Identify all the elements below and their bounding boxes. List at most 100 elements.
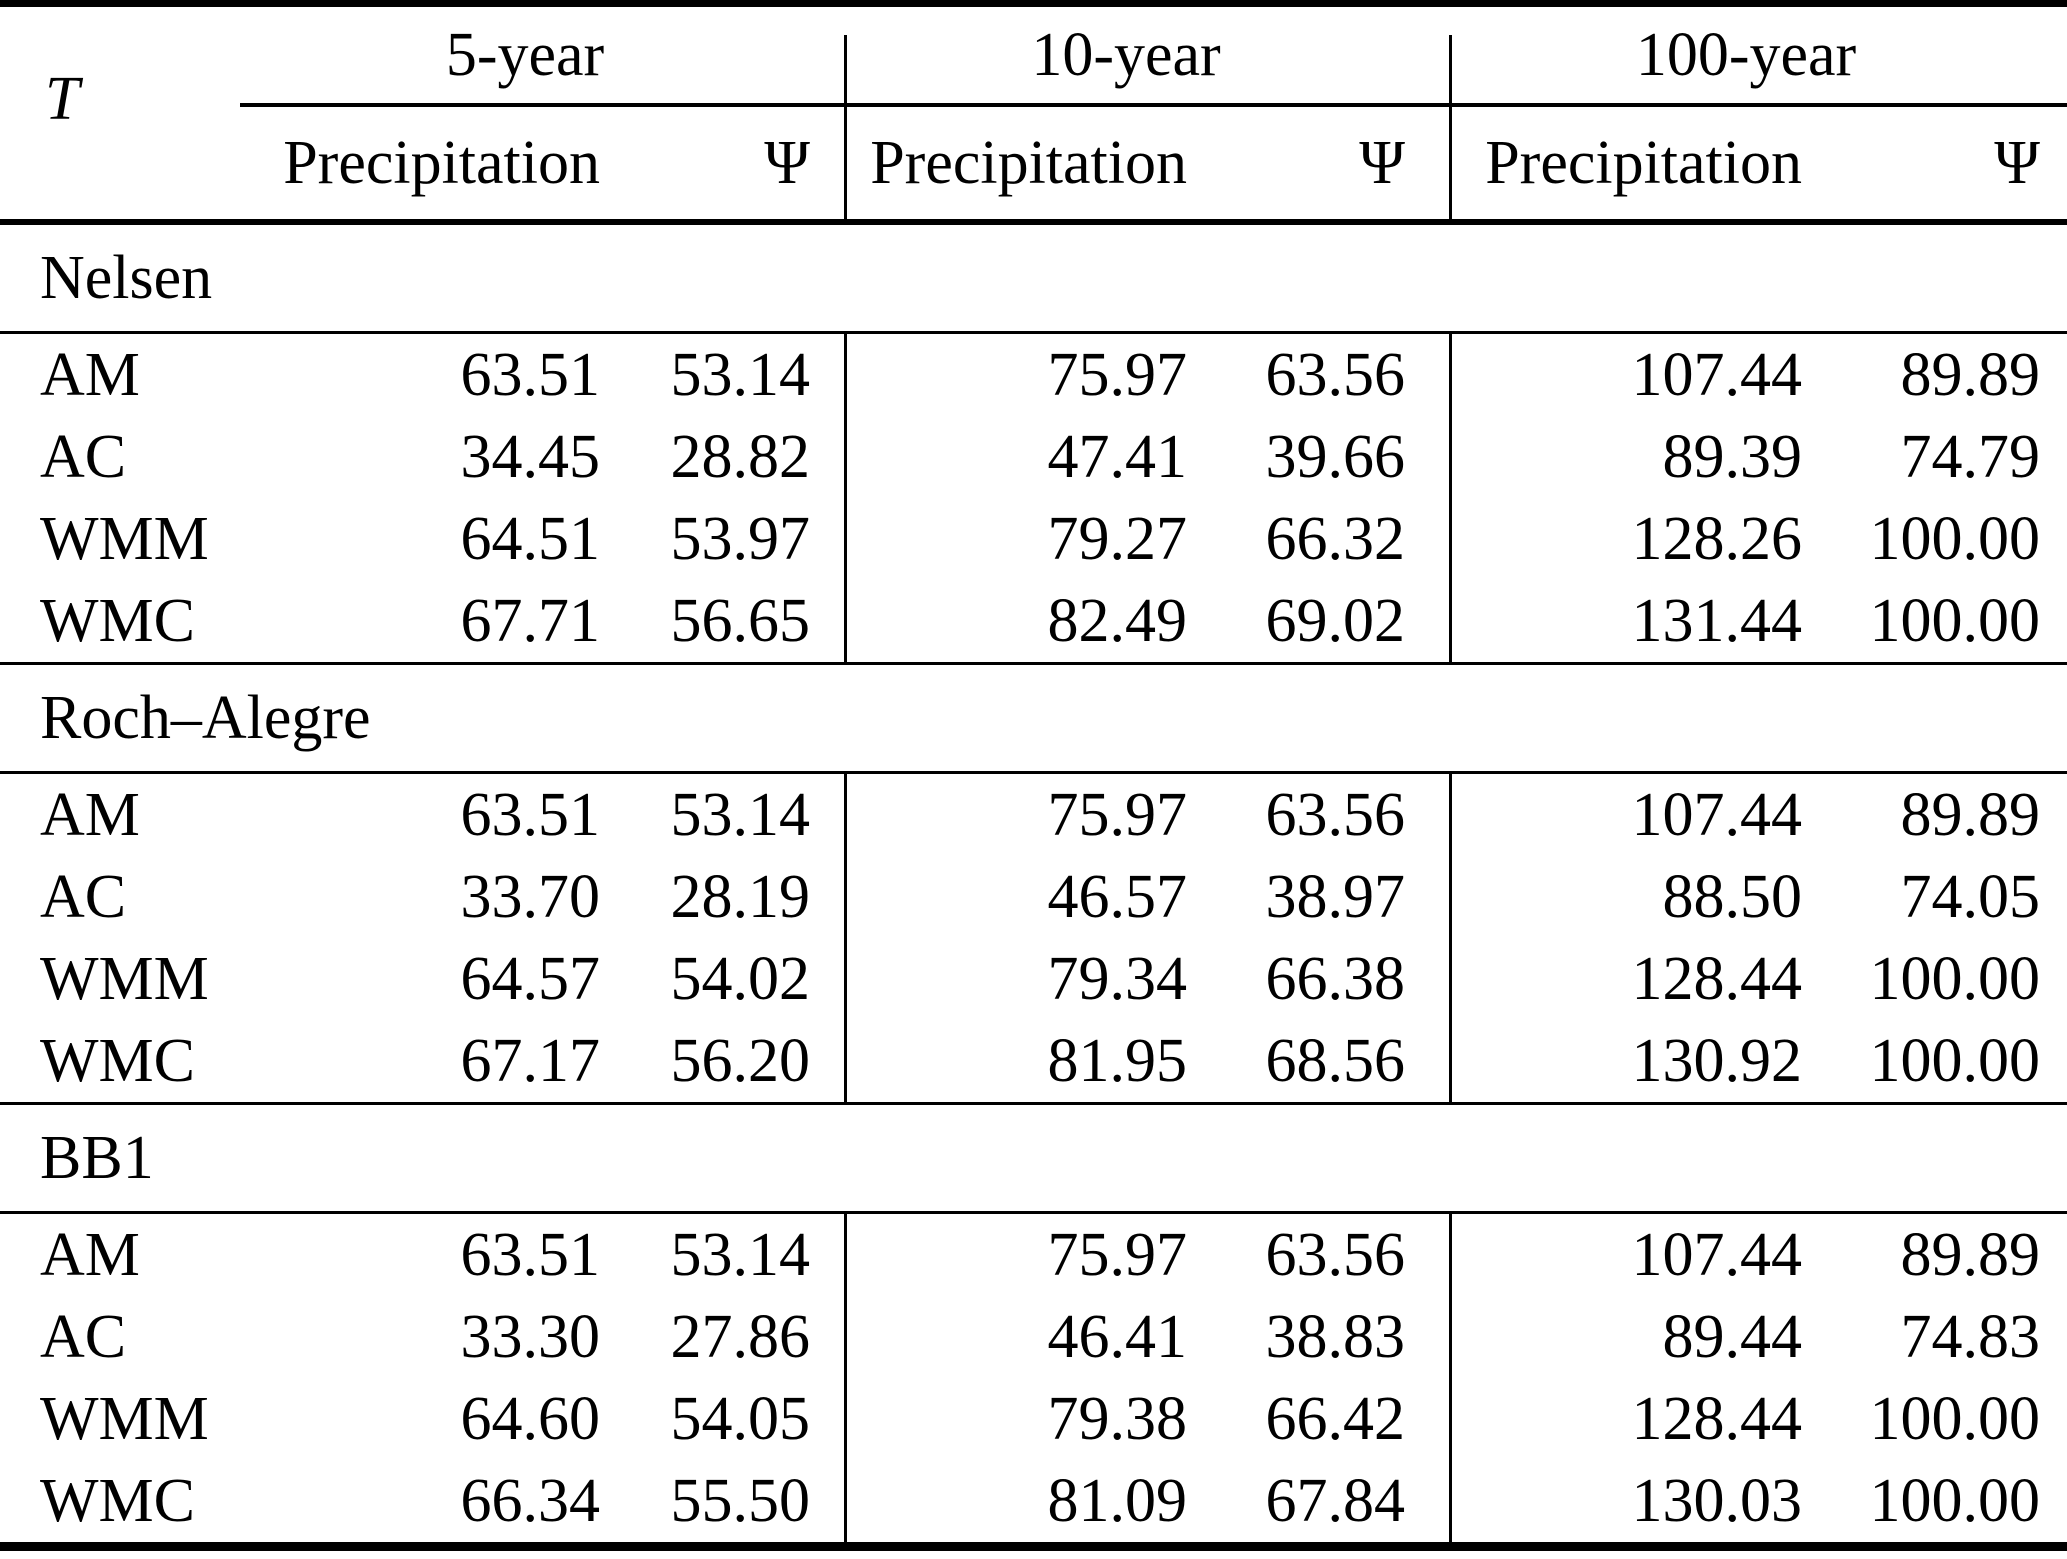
column-separator — [1405, 416, 1452, 498]
value-precip-10yr: 81.09 — [1047, 1466, 1188, 1535]
value-psi-5yr: 53.97 — [670, 504, 811, 573]
header-bottom-rule — [0, 219, 2067, 225]
column-separator — [810, 107, 847, 219]
value-precip-100yr: 128.44 — [1631, 1384, 1803, 1453]
table-row: AM 63.51 53.14 75.97 63.56 107.44 89.89 — [0, 1214, 2067, 1296]
value-psi-5yr: 56.20 — [670, 1026, 811, 1095]
section-rule — [0, 1211, 2067, 1214]
value-precip-5yr: 63.51 — [460, 340, 601, 409]
value-psi-10yr: 63.56 — [1265, 1220, 1406, 1289]
column-separator — [1405, 580, 1452, 662]
value-precip-10yr: 82.49 — [1047, 586, 1188, 655]
value-psi-10yr: 67.84 — [1265, 1466, 1406, 1535]
value-psi-100yr: 100.00 — [1869, 944, 2041, 1013]
value-psi-100yr: 89.89 — [1900, 780, 2041, 849]
row-label: WMM — [40, 1384, 209, 1453]
row-label: WMC — [40, 586, 195, 655]
subheader-psi-100yr: Ψ — [1994, 128, 2040, 197]
table-row: AM 63.51 53.14 75.97 63.56 107.44 89.89 — [0, 774, 2067, 856]
column-separator — [810, 1214, 847, 1296]
subheader-precipitation-5yr: Precipitation — [283, 128, 600, 197]
column-separator — [810, 416, 847, 498]
value-psi-5yr: 54.02 — [670, 944, 811, 1013]
value-psi-100yr: 74.05 — [1900, 862, 2041, 931]
value-psi-10yr: 69.02 — [1265, 586, 1406, 655]
value-precip-10yr: 75.97 — [1047, 340, 1188, 409]
value-precip-100yr: 107.44 — [1631, 340, 1803, 409]
value-psi-5yr: 53.14 — [670, 340, 811, 409]
column-separator — [1405, 1214, 1452, 1296]
value-precip-100yr: 89.44 — [1662, 1302, 1803, 1371]
value-psi-10yr: 63.56 — [1265, 340, 1406, 409]
row-label: WMM — [40, 944, 209, 1013]
value-psi-5yr: 28.82 — [670, 422, 811, 491]
value-psi-100yr: 100.00 — [1869, 586, 2041, 655]
column-separator — [810, 1460, 847, 1542]
value-psi-100yr: 89.89 — [1900, 340, 2041, 409]
column-separator — [1405, 1378, 1452, 1460]
value-psi-10yr: 66.38 — [1265, 944, 1406, 1013]
value-psi-10yr: 38.83 — [1265, 1302, 1406, 1371]
value-psi-10yr: 38.97 — [1265, 862, 1406, 931]
section-title-nelsen: Nelsen — [40, 243, 213, 312]
value-precip-5yr: 64.51 — [460, 504, 601, 573]
column-separator — [1405, 334, 1452, 416]
row-label: WMC — [40, 1026, 195, 1095]
value-precip-10yr: 75.97 — [1047, 1220, 1188, 1289]
column-separator — [1405, 498, 1452, 580]
value-psi-10yr: 63.56 — [1265, 780, 1406, 849]
column-separator — [1405, 938, 1452, 1020]
row-label: WMM — [40, 504, 209, 573]
column-separator — [1405, 1020, 1452, 1102]
column-separator — [1405, 1460, 1452, 1542]
section-title-roch-alegre: Roch–Alegre — [40, 683, 371, 752]
value-precip-10yr: 75.97 — [1047, 780, 1188, 849]
value-precip-5yr: 64.57 — [460, 944, 601, 1013]
column-separator — [810, 580, 847, 662]
value-precip-5yr: 66.34 — [460, 1466, 601, 1535]
section-rule — [0, 771, 2067, 774]
table-row: AC 33.30 27.86 46.41 38.83 89.44 74.83 — [0, 1296, 2067, 1378]
value-precip-100yr: 131.44 — [1631, 586, 1803, 655]
value-precip-5yr: 67.17 — [460, 1026, 601, 1095]
section-rule — [0, 662, 2067, 665]
bottom-rule — [0, 1542, 2067, 1551]
column-separator — [810, 774, 847, 856]
value-precip-100yr: 89.39 — [1662, 422, 1803, 491]
top-rule — [0, 0, 2067, 7]
section-title-bb1: BB1 — [40, 1123, 154, 1192]
table-row: WMC 66.34 55.50 81.09 67.84 130.03 100.0… — [0, 1460, 2067, 1542]
value-precip-5yr: 67.71 — [460, 586, 601, 655]
group-header-100-year: 100-year — [1635, 20, 1857, 89]
section-rule — [0, 331, 2067, 334]
corner-label-T: T — [45, 64, 80, 133]
table-row: AC 34.45 28.82 47.41 39.66 89.39 74.79 — [0, 416, 2067, 498]
table-row: WMC 67.17 56.20 81.95 68.56 130.92 100.0… — [0, 1020, 2067, 1102]
column-separator — [810, 498, 847, 580]
subheader-precipitation-10yr: Precipitation — [870, 128, 1187, 197]
column-separator — [810, 334, 847, 416]
column-separator — [1405, 856, 1452, 938]
group-header-10-year: 10-year — [1031, 20, 1221, 89]
value-psi-100yr: 100.00 — [1869, 1466, 2041, 1535]
value-precip-10yr: 79.27 — [1047, 504, 1188, 573]
value-precip-100yr: 107.44 — [1631, 780, 1803, 849]
value-psi-5yr: 55.50 — [670, 1466, 811, 1535]
value-precip-10yr: 47.41 — [1047, 422, 1188, 491]
column-separator — [1405, 7, 1452, 103]
value-psi-5yr: 27.86 — [670, 1302, 811, 1371]
value-psi-100yr: 100.00 — [1869, 1384, 2041, 1453]
row-label: WMC — [40, 1466, 195, 1535]
column-separator — [810, 938, 847, 1020]
value-precip-5yr: 63.51 — [460, 1220, 601, 1289]
value-psi-100yr: 100.00 — [1869, 1026, 2041, 1095]
value-psi-100yr: 74.79 — [1900, 422, 2041, 491]
value-psi-10yr: 39.66 — [1265, 422, 1406, 491]
value-psi-100yr: 100.00 — [1869, 504, 2041, 573]
column-separator — [810, 1296, 847, 1378]
value-precip-5yr: 34.45 — [460, 422, 601, 491]
value-psi-5yr: 53.14 — [670, 780, 811, 849]
column-separator — [1405, 1296, 1452, 1378]
value-psi-5yr: 28.19 — [670, 862, 811, 931]
subheader-precipitation-100yr: Precipitation — [1485, 128, 1802, 197]
